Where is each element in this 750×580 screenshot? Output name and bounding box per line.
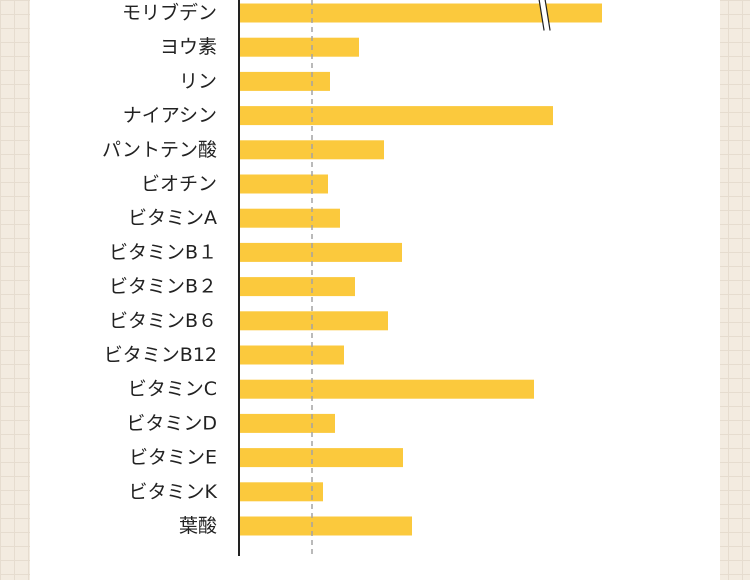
bar: [240, 174, 328, 194]
bar: [240, 345, 344, 365]
category-label: ビオチン: [141, 173, 217, 195]
bar: [240, 379, 534, 399]
category-label: ヨウ素: [160, 36, 217, 58]
category-label: パントテン酸: [102, 139, 217, 161]
category-label: ビタミンB12: [104, 344, 217, 366]
category-label: ビタミンD: [126, 412, 217, 434]
bar: [240, 71, 330, 91]
category-label: ビタミンB６: [109, 310, 217, 332]
category-label: ビタミンA: [128, 207, 217, 229]
bar: [240, 106, 553, 126]
bar: [240, 3, 602, 23]
bar: [240, 448, 403, 468]
category-label: ビタミンB２: [109, 276, 217, 298]
bar: [240, 516, 412, 536]
bar: [240, 208, 340, 228]
axis-break-gap: [539, 0, 551, 31]
category-label: ビタミンK: [129, 481, 218, 503]
bar: [240, 140, 384, 160]
category-label: ビタミンB１: [109, 241, 217, 263]
category-label: リン: [179, 70, 217, 92]
chart-panel: モリブデンヨウ素リンナイアシンパントテン酸ビオチンビタミンA ビタミンB１ ビタミン…: [30, 0, 720, 580]
bar: [240, 413, 335, 433]
axis-break-mark: [538, 0, 545, 31]
bar: [240, 37, 359, 57]
category-label: ビタミンE: [129, 447, 217, 469]
bar: [240, 277, 355, 297]
category-label: モリブデン: [122, 1, 217, 24]
bars: [240, 3, 602, 536]
bar: [240, 311, 388, 331]
category-label: ビタミンC: [128, 378, 217, 400]
bar: [240, 482, 323, 502]
category-label: ナイアシン: [123, 105, 217, 127]
category-label: 葉酸: [179, 515, 217, 537]
bar: [240, 242, 402, 262]
axis-breaks: [538, 0, 551, 31]
axis-break-mark: [544, 0, 551, 31]
